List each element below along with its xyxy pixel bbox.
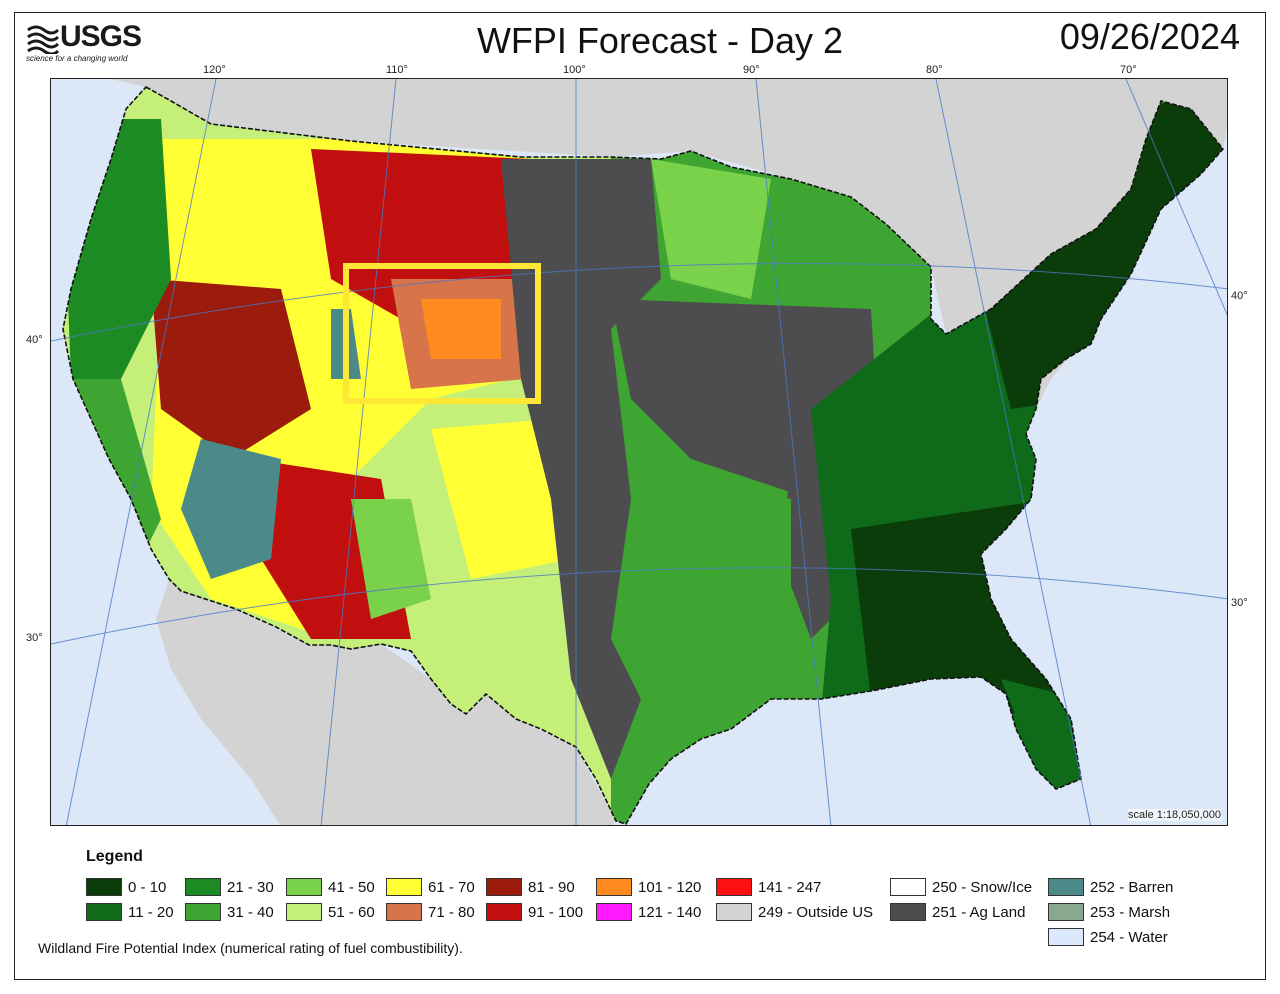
logo-tagline: science for a changing world — [26, 54, 128, 63]
highlight-box — [343, 263, 541, 404]
legend-label: 251 - Ag Land — [932, 903, 1026, 921]
usgs-logo: USGS science for a changing world — [26, 20, 156, 66]
legend-item: 141 - 247 — [716, 877, 821, 897]
legend-item: 11 - 20 — [86, 902, 174, 922]
legend-swatch — [486, 878, 522, 896]
lon-label-120: 120° — [203, 64, 226, 76]
legend-label: 51 - 60 — [328, 903, 375, 921]
legend-swatch — [596, 903, 632, 921]
legend-swatch — [486, 903, 522, 921]
legend-label: 11 - 20 — [128, 903, 174, 921]
legend-item: 81 - 90 — [486, 877, 575, 897]
legend-label: 101 - 120 — [638, 878, 702, 896]
legend-swatch — [286, 878, 322, 896]
mexico-landmass — [156, 579, 616, 825]
legend-item: 31 - 40 — [185, 902, 274, 922]
legend-swatch — [386, 903, 422, 921]
legend-swatch — [1048, 878, 1084, 896]
legend-label: 252 - Barren — [1090, 878, 1174, 896]
legend-swatch — [890, 903, 926, 921]
legend-swatch — [1048, 928, 1084, 946]
forecast-date: 09/26/2024 — [1059, 16, 1240, 57]
legend-item: 250 - Snow/Ice — [890, 877, 1032, 897]
legend-item: 254 - Water — [1048, 927, 1168, 947]
legend-label: 250 - Snow/Ice — [932, 878, 1033, 896]
legend-swatch — [185, 878, 221, 896]
legend-item: 0 - 10 — [86, 877, 166, 897]
legend-item: 51 - 60 — [286, 902, 375, 922]
legend-label: 81 - 90 — [528, 878, 575, 896]
legend-label: 253 - Marsh — [1090, 903, 1171, 921]
map-title: WFPI Forecast - Day 2 — [476, 20, 844, 61]
legend-label: 121 - 140 — [638, 903, 702, 921]
legend-item: 252 - Barren — [1048, 877, 1173, 897]
usgs-wave-icon — [27, 25, 60, 54]
legend-item: 91 - 100 — [486, 902, 583, 922]
legend-swatch — [716, 903, 752, 921]
lon-label-100: 100° — [563, 64, 586, 76]
lat-label-40-left: 40° — [26, 334, 43, 346]
graticule — [51, 79, 1227, 825]
legend-swatch — [185, 903, 221, 921]
legend-item: 251 - Ag Land — [890, 902, 1025, 922]
legend-swatch — [86, 903, 122, 921]
map-canvas — [51, 79, 1227, 825]
lat-label-30-right: 30° — [1231, 597, 1248, 609]
wfpi-map[interactable]: scale 1:18,050,000 — [50, 78, 1228, 826]
legend-item: 61 - 70 — [386, 877, 475, 897]
legend-label: 21 - 30 — [227, 878, 274, 896]
lat-label-30-left: 30° — [26, 632, 43, 644]
legend-swatch — [286, 903, 322, 921]
legend-label: 0 - 10 — [128, 878, 167, 896]
legend-swatch — [1048, 903, 1084, 921]
logo-wordmark: USGS — [60, 20, 142, 53]
legend-label: 31 - 40 — [227, 903, 274, 921]
legend-label: 71 - 80 — [428, 903, 475, 921]
map-scale: scale 1:18,050,000 — [1128, 809, 1221, 821]
legend-item: 21 - 30 — [185, 877, 274, 897]
legend-item: 101 - 120 — [596, 877, 701, 897]
footnote: Wildland Fire Potential Index (numerical… — [38, 940, 463, 956]
legend-label: 249 - Outside US — [758, 903, 874, 921]
legend-title: Legend — [86, 848, 143, 865]
legend-swatch — [890, 878, 926, 896]
legend-item: 249 - Outside US — [716, 902, 873, 922]
legend-item: 71 - 80 — [386, 902, 475, 922]
legend-item: 41 - 50 — [286, 877, 375, 897]
legend-label: 254 - Water — [1090, 928, 1168, 946]
legend-item: 253 - Marsh — [1048, 902, 1170, 922]
legend-swatch — [86, 878, 122, 896]
legend-swatch — [596, 878, 632, 896]
legend-swatch — [716, 878, 752, 896]
lon-label-80: 80° — [926, 64, 943, 76]
legend-label: 61 - 70 — [428, 878, 475, 896]
lon-label-110: 110° — [386, 64, 408, 76]
legend-label: 91 - 100 — [528, 903, 584, 921]
lat-label-40-right: 40° — [1231, 290, 1248, 302]
lon-label-90: 90° — [743, 64, 760, 76]
legend-label: 41 - 50 — [328, 878, 375, 896]
legend-swatch — [386, 878, 422, 896]
legend-item: 121 - 140 — [596, 902, 701, 922]
lon-label-70: 70° — [1120, 64, 1137, 76]
legend-label: 141 - 247 — [758, 878, 822, 896]
canada-landmass — [51, 79, 1227, 409]
